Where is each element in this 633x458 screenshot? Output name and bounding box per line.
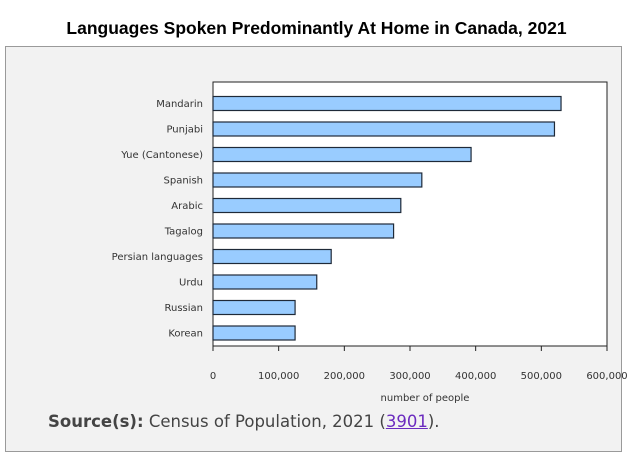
category-label: Korean [168, 329, 203, 340]
bar [212, 95, 562, 112]
x-tick-label: 500,000 [521, 371, 562, 382]
category-label: Tagalog [164, 227, 203, 238]
x-axis-label: number of people [381, 393, 470, 404]
source-suffix: ). [427, 412, 440, 431]
source-link[interactable]: 3901 [385, 412, 428, 431]
bar [212, 223, 395, 239]
bar [212, 172, 423, 188]
x-tick-label: 400,000 [455, 371, 496, 382]
x-tick-label: 100,000 [258, 371, 299, 382]
x-tick-label: 600,000 [586, 371, 627, 382]
category-label: Spanish [164, 176, 204, 187]
chart-title: Languages Spoken Predominantly At Home i… [66, 18, 567, 38]
bar [212, 146, 472, 163]
category-label: Punjabi [166, 125, 203, 136]
bar [212, 121, 556, 137]
category-label: Arabic [171, 201, 203, 212]
bar [212, 274, 318, 290]
bar [212, 248, 332, 265]
category-label: Russian [164, 303, 203, 314]
bar [212, 299, 296, 316]
source-text: Census of Population, 2021 ( [148, 412, 386, 431]
bar [212, 325, 296, 341]
source-label: Source(s): [48, 412, 144, 431]
x-tick-label: 300,000 [389, 371, 430, 382]
x-tick-label: 200,000 [324, 371, 365, 382]
source-note: Source(s): Census of Population, 2021 (3… [48, 412, 440, 431]
bar [212, 197, 402, 214]
category-label: Urdu [179, 278, 203, 289]
category-label: Mandarin [156, 99, 203, 110]
x-tick-label: 0 [210, 371, 216, 382]
category-label: Persian languages [112, 252, 203, 263]
category-label: Yue (Cantonese) [120, 150, 203, 161]
